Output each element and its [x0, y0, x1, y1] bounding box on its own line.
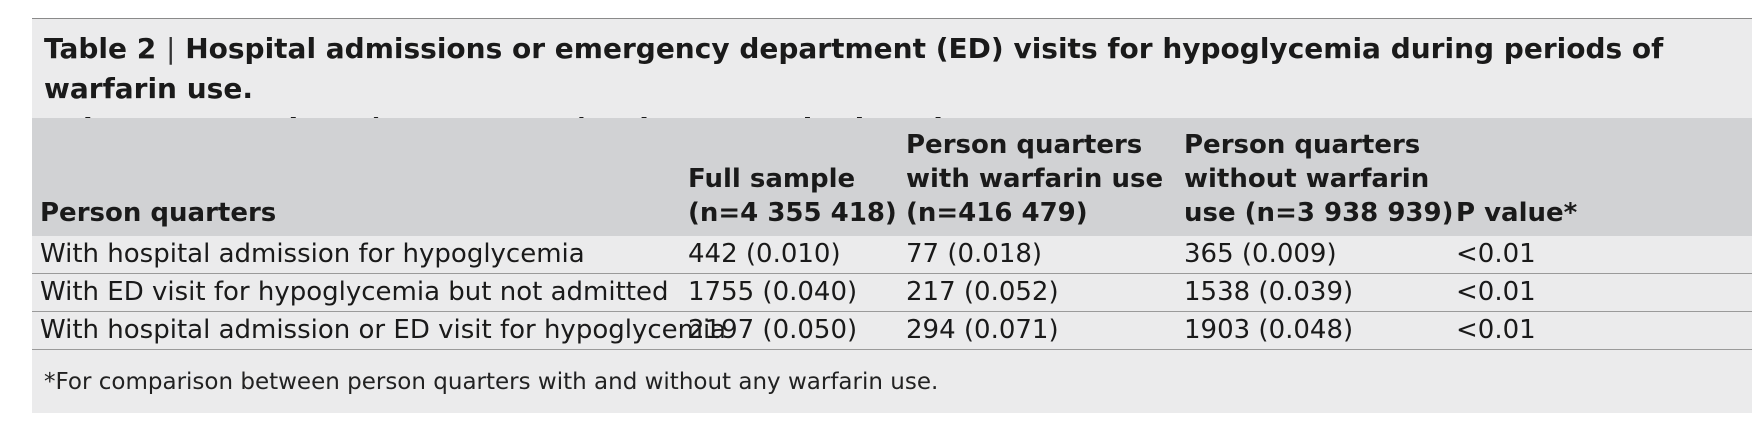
table-row: With ED visit for hypoglycemia but not a…: [32, 273, 1752, 312]
row-label: With ED visit for hypoglycemia but not a…: [40, 277, 669, 307]
table-cell: <0.01: [1456, 239, 1536, 269]
table-footnote: *For comparison between person quarters …: [44, 369, 939, 395]
table-cell: 365 (0.009): [1184, 239, 1337, 269]
table-cell: 1755 (0.040): [688, 277, 858, 307]
table-panel: Table 2 | Hospital admissions or emergen…: [32, 18, 1752, 413]
table-cell: 77 (0.018): [906, 239, 1043, 269]
table-row: With hospital admission for hypoglycemia…: [32, 235, 1752, 274]
table-cell: 442 (0.010): [688, 239, 841, 269]
column-header: Full sample (n=4 355 418): [688, 164, 897, 228]
table-cell: 217 (0.052): [906, 277, 1059, 307]
table-cell: <0.01: [1456, 277, 1536, 307]
table-cell: 294 (0.071): [906, 315, 1059, 345]
table-cell: 1903 (0.048): [1184, 315, 1354, 345]
title-separator: |: [166, 32, 176, 65]
table-cell: 2197 (0.050): [688, 315, 858, 345]
column-header: Person quarters: [40, 198, 277, 228]
table-cell: 1538 (0.039): [1184, 277, 1354, 307]
column-header: Person quarters with warfarin use (n=416 4…: [906, 130, 1164, 228]
table-cell: <0.01: [1456, 315, 1536, 345]
column-header: P value*: [1456, 198, 1578, 228]
column-header: Person quarters without warfarin use (n=3 …: [1184, 130, 1454, 228]
row-label: With hospital admission or ED visit for …: [40, 315, 727, 345]
table-header: Person quarters Full sample (n=4 355 418)…: [32, 118, 1752, 236]
table-row: With hospital admission or ED visit for …: [32, 311, 1752, 350]
table-label: Table 2: [44, 32, 157, 65]
title-line-1: Hospital admissions or emergency departm…: [44, 32, 1664, 105]
row-label: With hospital admission for hypoglycemia: [40, 239, 585, 269]
